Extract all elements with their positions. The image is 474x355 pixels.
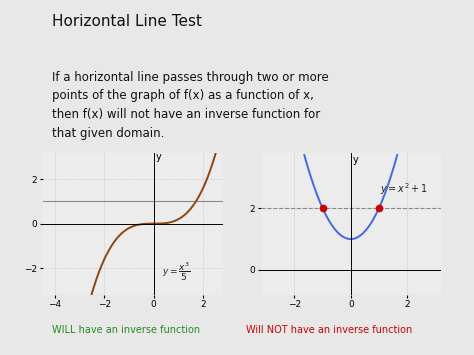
Text: y: y bbox=[155, 152, 162, 162]
Text: Horizontal Line Test: Horizontal Line Test bbox=[52, 14, 201, 29]
Text: If a horizontal line passes through two or more
points of the graph of f(x) as a: If a horizontal line passes through two … bbox=[52, 71, 328, 140]
Text: y: y bbox=[353, 155, 359, 165]
Text: $y = \dfrac{x^3}{5}$: $y = \dfrac{x^3}{5}$ bbox=[162, 261, 191, 283]
Text: Will NOT have an inverse function: Will NOT have an inverse function bbox=[246, 325, 412, 335]
Text: $y = x^2 + 1$: $y = x^2 + 1$ bbox=[380, 181, 428, 197]
Text: WILL have an inverse function: WILL have an inverse function bbox=[52, 325, 200, 335]
